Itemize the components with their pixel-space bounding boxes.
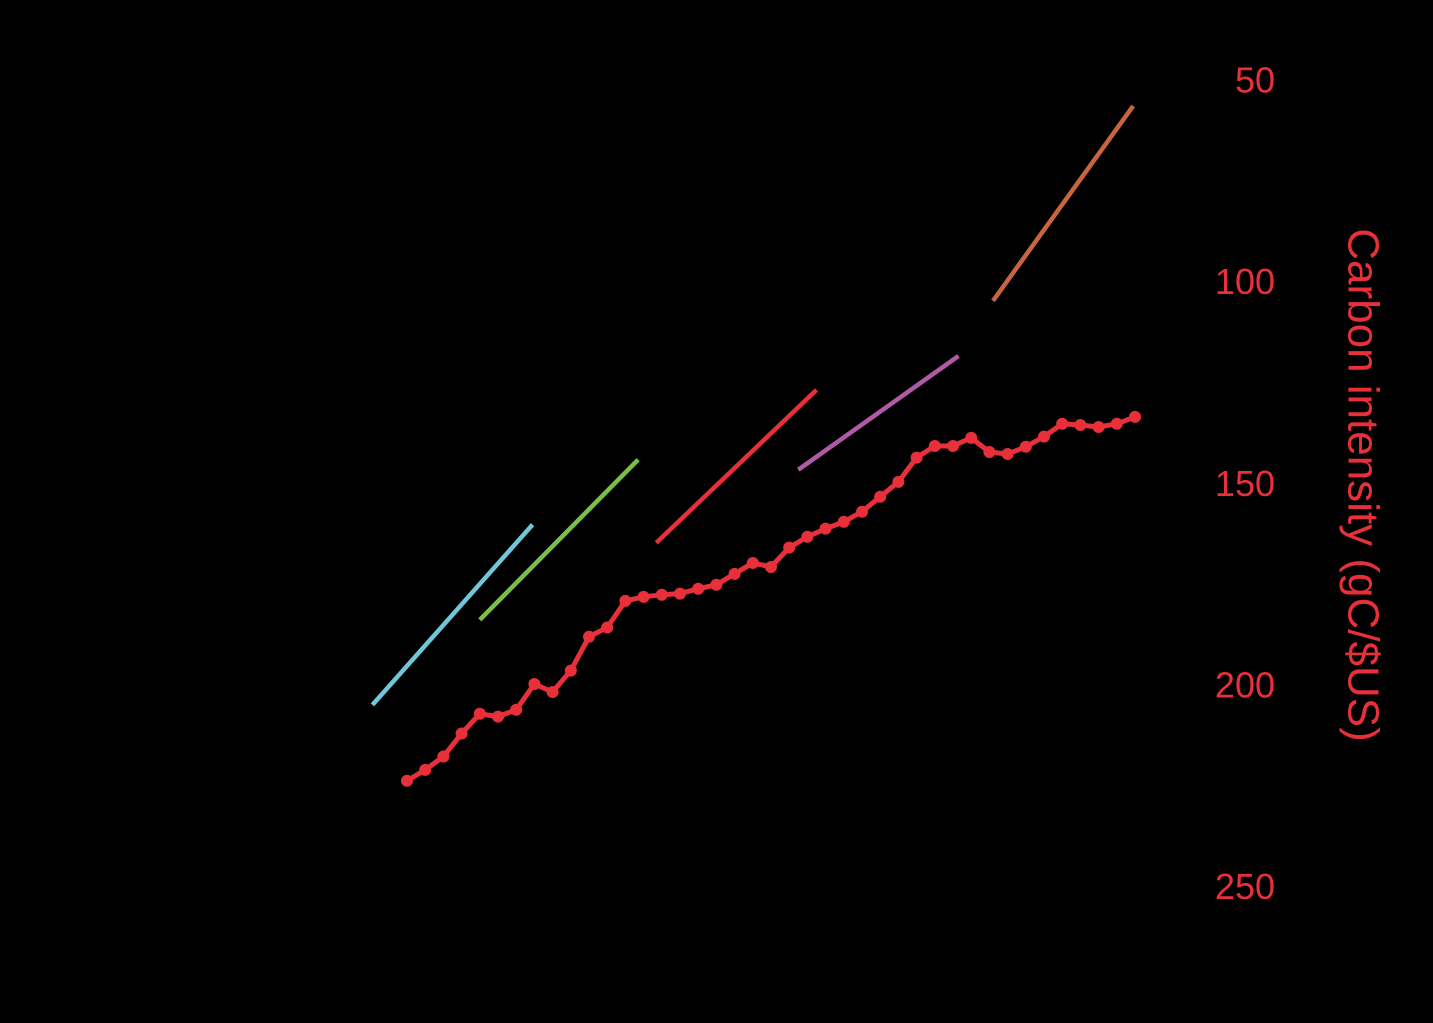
point: [710, 578, 723, 591]
point: [801, 530, 814, 543]
point: [510, 703, 523, 716]
point: [601, 621, 614, 634]
point: [401, 774, 413, 787]
point: [692, 582, 705, 595]
point: [419, 763, 432, 776]
point: [1001, 448, 1014, 461]
point: [910, 451, 923, 464]
point: [819, 522, 832, 535]
series-line: [654, 388, 819, 545]
y2-tick-label: 50: [1235, 59, 1275, 100]
point: [728, 567, 741, 580]
point: [674, 587, 686, 600]
point: [1038, 430, 1050, 443]
point: [928, 439, 941, 452]
point: [619, 594, 632, 607]
point: [965, 431, 978, 444]
point: [528, 677, 541, 690]
y2-tick-label: 100: [1215, 261, 1275, 302]
point: [746, 556, 759, 569]
series-line: [991, 104, 1136, 303]
point: [564, 664, 577, 677]
series-line: [478, 458, 640, 622]
y2-axis-label: Carbon intensity (gC/$US): [1338, 228, 1387, 742]
point: [1110, 417, 1123, 430]
point: [437, 750, 450, 763]
series-line: [370, 523, 535, 707]
point: [765, 560, 777, 573]
point: [1074, 418, 1087, 431]
point: [856, 505, 868, 518]
point: [1019, 440, 1032, 453]
point: [455, 727, 468, 740]
y2-tick-label: 150: [1215, 463, 1275, 504]
y2-tick-label: 200: [1215, 664, 1275, 705]
point: [874, 490, 887, 503]
point: [473, 707, 486, 720]
point: [583, 630, 595, 643]
series-line: [796, 354, 960, 472]
point: [947, 439, 959, 452]
point: [892, 475, 905, 488]
point: [1056, 417, 1069, 430]
point: [983, 446, 996, 459]
point: [655, 588, 668, 601]
y2-tick-label: 250: [1215, 866, 1275, 907]
point: [637, 590, 650, 603]
point: [492, 710, 504, 723]
point: [1092, 421, 1105, 434]
point: [546, 686, 559, 699]
point: [1129, 410, 1141, 423]
point: [783, 541, 796, 554]
point: [837, 515, 850, 528]
